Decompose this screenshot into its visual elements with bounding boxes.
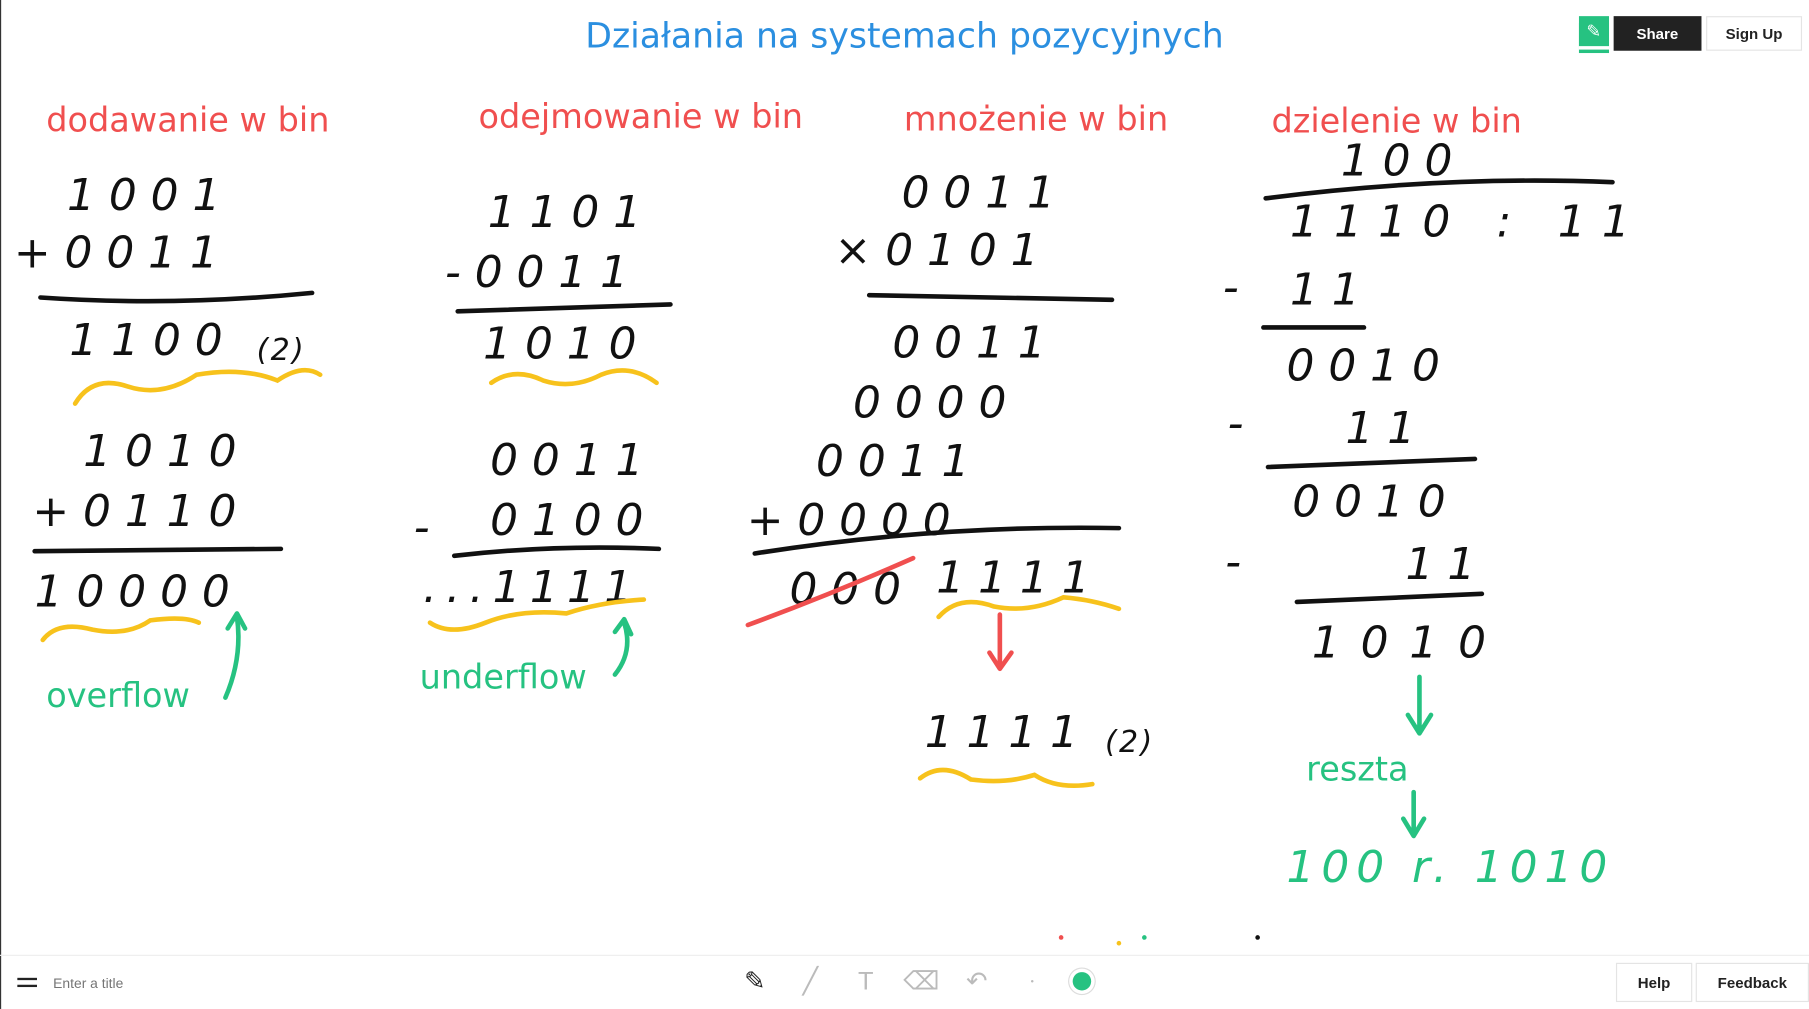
dividend: 1110 : 11 [1290,196,1646,247]
stray-dot [1142,935,1147,940]
highlight-underline [917,767,1095,788]
arrow-up-icon [223,611,248,700]
share-button[interactable]: Share [1613,16,1702,51]
partial-product: 0011 [816,436,983,487]
heading-addition: dodawanie w bin [46,100,329,139]
mul-operand: 0011 [902,168,1069,219]
add-operand: 1010 [83,426,250,477]
sign-up-button[interactable]: Sign Up [1705,16,1803,51]
partial-product: 0000 [853,377,1020,428]
footer-buttons: Help Feedback [1615,962,1809,1003]
subtrahend: 11 [1290,264,1374,315]
text-icon[interactable]: T [857,966,874,996]
diff-line [455,302,673,314]
division-answer: 100 r. 1010 [1287,842,1615,893]
line-icon[interactable]: ╱ [802,966,818,996]
add-result: 1100 [69,315,236,366]
sub-operand: 0011 [490,435,657,486]
division-line [1294,591,1485,605]
subtrahend: 11 [1406,539,1490,590]
sub-operand: 1101 [488,187,655,238]
sum-line [32,546,284,554]
heading-division: dzielenie w bin [1271,102,1521,141]
highlight-underline [40,616,202,643]
window-edge [0,0,2,1009]
diff-line [451,545,662,559]
arrow-down-icon [1405,674,1434,736]
minus-sign: - [1225,537,1255,588]
sub-operand: -0011 [445,247,642,298]
minus-sign: - [414,502,444,553]
highlight-underline [936,594,1122,620]
arrow-down-icon [1400,789,1427,839]
add-operand: 1001 [67,170,234,221]
add-operand: +0011 [14,228,232,279]
pencil-icon[interactable]: ✎ [744,966,766,996]
title-input[interactable] [50,969,287,998]
add-operand: +0110 [32,486,250,537]
stray-dot [1255,935,1260,940]
remainder: 0010 [1292,477,1459,528]
quotient: 100 [1341,135,1466,186]
arrow-up-icon [612,616,634,677]
board-title: Działania na systemach pozycyjnych [585,16,1224,57]
feedback-button[interactable]: Feedback [1695,962,1809,1003]
arrow-down-icon [987,612,1014,672]
highlight-underline [427,597,647,632]
partial-product: 0011 [892,318,1059,369]
division-line [1263,178,1615,201]
bottom-toolbar: ✎ ╱ T ⌫ ↶ • Help Feedback [0,954,1809,1009]
product-line [752,525,1122,556]
highlight-underline [488,368,659,387]
brush-size-icon[interactable]: • [1030,976,1034,987]
base-label: (2) [257,333,306,368]
strike-through [745,555,916,628]
base-label: (2) [1105,725,1154,760]
mul-final: 1111 [925,707,1092,758]
remainder: 1010 [1312,617,1507,668]
product-line [866,292,1115,303]
overflow-note: overflow [46,676,190,715]
sub-result: 1010 [483,319,650,370]
division-line [1265,456,1478,470]
sub-operand: 0100 [490,495,657,546]
remainder-note: reszta [1306,750,1408,789]
lobster-icon[interactable]: ✎ [1578,16,1609,47]
help-button[interactable]: Help [1615,962,1693,1003]
mul-result: 1111 [936,553,1103,604]
partial-product: +0000 [747,495,965,546]
undo-icon[interactable]: ↶ [966,966,988,996]
stray-dot [1058,935,1064,940]
remainder: 0010 [1287,341,1454,392]
drawing-canvas[interactable]: dodawanie w bin odejmowanie w bin mnożen… [0,0,1809,955]
eraser-icon[interactable]: ⌫ [903,966,940,996]
top-bar: ✎ Share Sign Up [1578,16,1803,51]
heading-subtraction: odejmowanie w bin [479,97,803,136]
drawing-tools: ✎ ╱ T ⌫ ↶ • [740,965,1092,997]
color-picker[interactable] [1072,972,1092,991]
highlight-underline [72,367,323,406]
subtrahend: 11 [1345,403,1429,454]
heading-multiplication: mnożenie w bin [904,99,1168,138]
sum-line [38,290,315,304]
underflow-note: underflow [420,657,587,696]
crossed-digits: 000 [789,564,914,615]
minus-sign: - [1228,398,1258,449]
minus-sign: - [1223,262,1253,313]
stray-dot [1116,940,1122,946]
menu-icon[interactable] [17,977,37,988]
add-result: 10000 [35,567,244,618]
mul-operand: ×0101 [835,225,1053,276]
